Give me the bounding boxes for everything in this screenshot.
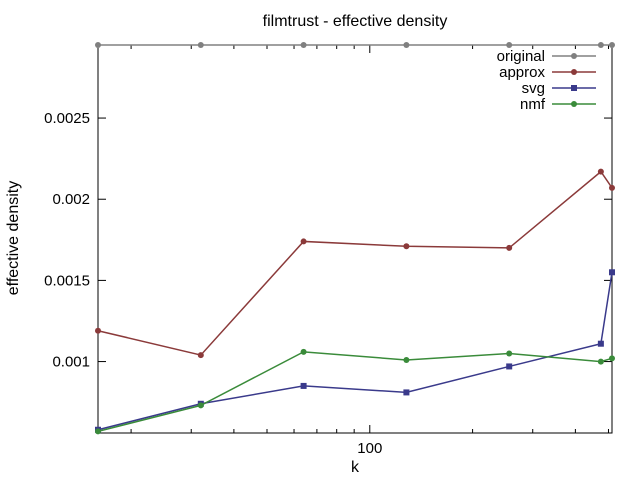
data-point-approx [300, 238, 307, 245]
data-point-original [95, 42, 101, 48]
data-point-original [197, 42, 204, 48]
data-point-svg [609, 269, 615, 276]
data-point-svg [597, 340, 604, 347]
axis-ticks: 0.001 0.0015 0.002 0.0025 100 [44, 45, 612, 457]
data-point-svg [403, 389, 410, 396]
y-tick-label: 0.0015 [44, 272, 90, 289]
legend-label-svg: svg [522, 80, 545, 97]
data-point-original [300, 42, 307, 48]
data-point-approx [197, 352, 204, 359]
legend-marker-svg [571, 85, 577, 91]
series-line-svg [97, 272, 613, 431]
data-point-nmf [597, 358, 604, 365]
data-point-nmf [403, 356, 410, 363]
series-line-approx [97, 170, 613, 356]
series-nmf [95, 348, 615, 435]
series-approx [95, 168, 615, 359]
data-point-nmf [197, 402, 204, 409]
data-point-svg [300, 382, 307, 389]
data-point-nmf [95, 428, 101, 435]
legend-marker-original [571, 53, 577, 59]
legend-label-original: original [497, 48, 545, 65]
chart-title: filmtrust - effective density [263, 13, 448, 30]
data-point-approx [403, 243, 410, 250]
series-svg [95, 269, 615, 433]
series-layer [95, 42, 615, 435]
legend-marker-nmf [571, 101, 577, 107]
data-point-original [609, 42, 615, 48]
data-point-nmf [609, 355, 615, 362]
data-point-approx [506, 244, 513, 251]
data-point-original [506, 42, 513, 48]
data-point-approx [597, 168, 604, 175]
series-original [95, 42, 615, 48]
y-tick-label: 0.001 [52, 354, 90, 371]
data-point-nmf [300, 348, 307, 355]
data-point-svg [506, 363, 513, 370]
y-tick-label: 0.0025 [44, 110, 90, 127]
y-axis-label: effective density [5, 181, 22, 295]
series-line-nmf [97, 351, 613, 433]
data-point-original [597, 42, 604, 48]
data-point-approx [95, 327, 101, 334]
legend-label-nmf: nmf [520, 96, 546, 113]
y-tick-label: 0.002 [52, 191, 90, 208]
x-tick-label: 100 [357, 440, 382, 457]
data-point-nmf [506, 350, 513, 357]
data-point-original [403, 42, 410, 48]
legend-marker-approx [571, 69, 577, 75]
x-axis-label: k [351, 459, 360, 476]
data-point-approx [609, 184, 615, 191]
legend-label-approx: approx [499, 64, 545, 81]
